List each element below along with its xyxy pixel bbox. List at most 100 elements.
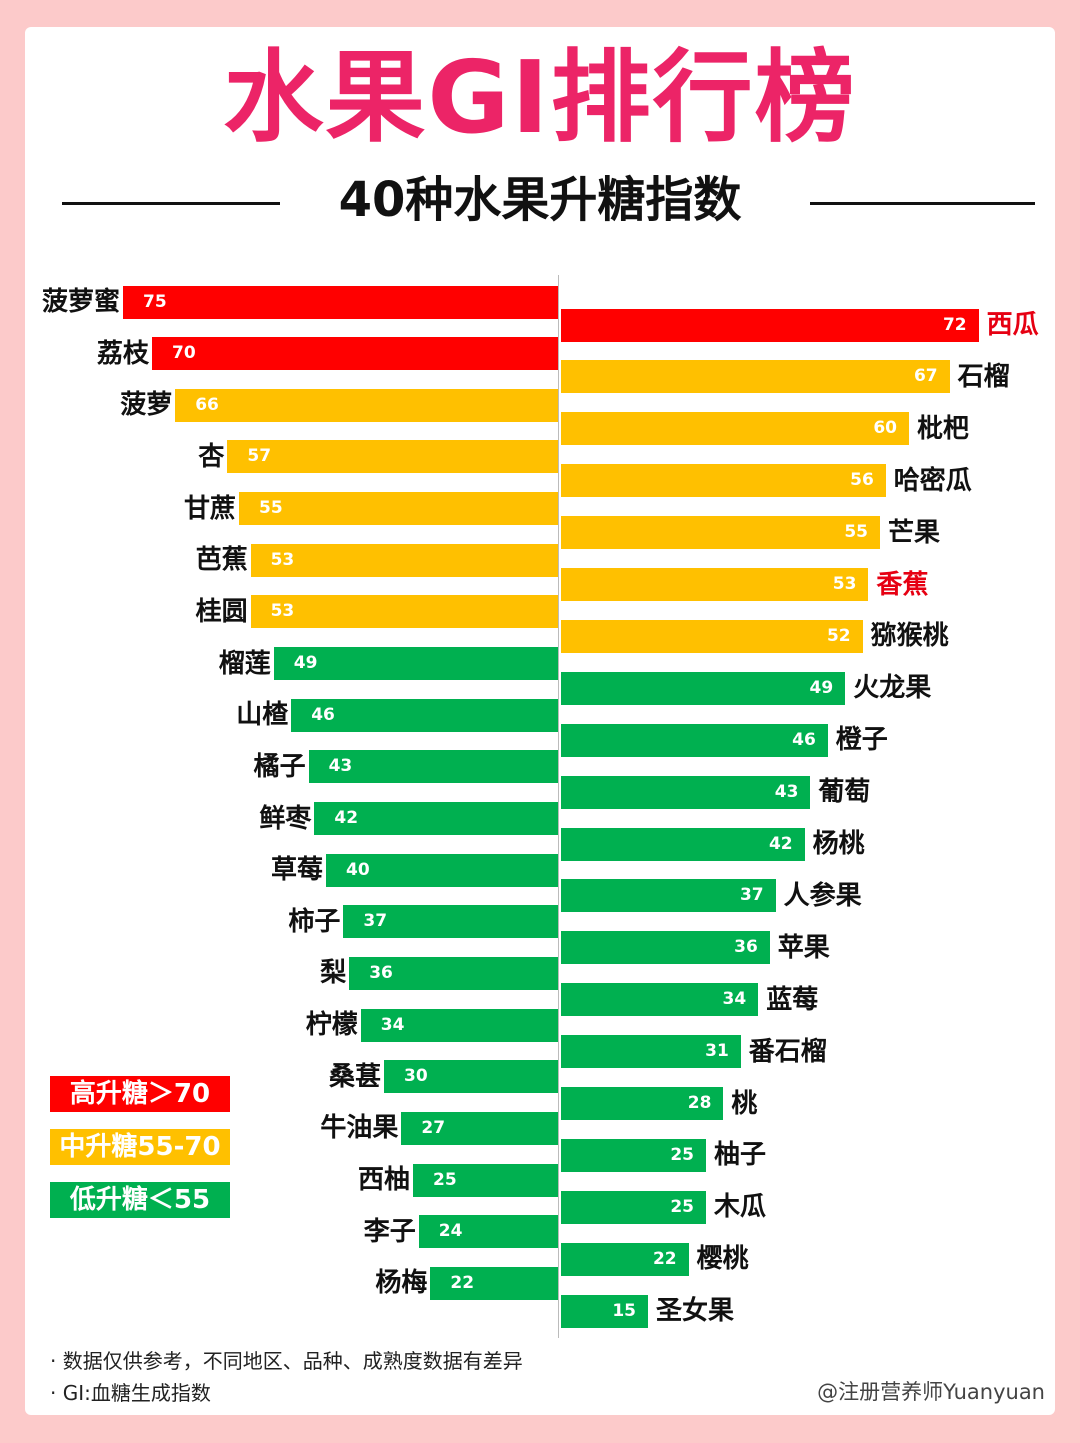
category-label: 柠檬 (305, 1010, 358, 1041)
bar-right (561, 775, 811, 809)
value-label: 25 (670, 1196, 694, 1217)
bar-right (561, 1138, 706, 1172)
bar-right (561, 1190, 706, 1224)
value-label: 34 (380, 1014, 405, 1035)
category-label: 橘子 (253, 751, 306, 782)
bar-left (430, 1266, 558, 1300)
value-label: 24 (438, 1221, 463, 1242)
bar-right (561, 464, 886, 498)
category-label: 桃 (731, 1088, 758, 1119)
value-label: 42 (334, 808, 359, 828)
category-label: 菠萝蜜 (41, 287, 120, 317)
value-label: 49 (809, 677, 834, 698)
bar-right (561, 723, 828, 757)
bar-right (561, 1035, 741, 1069)
value-label: 36 (369, 962, 393, 983)
value-label: 70 (172, 343, 196, 364)
category-label: 圣女果 (656, 1296, 735, 1327)
bar-left (413, 1163, 558, 1197)
category-label: 牛油果 (320, 1113, 399, 1144)
divider-right (810, 202, 1035, 205)
bar-right (561, 931, 770, 965)
value-label: 72 (942, 314, 967, 335)
category-label: 草莓 (270, 855, 323, 886)
category-label: 橙子 (835, 725, 888, 756)
bar-left (384, 1060, 558, 1094)
subtitle: 40种水果升糖指数 (338, 172, 742, 228)
bar-left (308, 750, 558, 784)
center-axis (558, 275, 559, 1338)
bar-left (291, 698, 558, 732)
note-disclaimer: · 数据仅供参考，不同地区、品种、成熟度数据有差异 (50, 1349, 523, 1373)
category-label: 桂圆 (195, 596, 248, 627)
value-label: 53 (832, 574, 857, 594)
value-label: 25 (433, 1169, 457, 1190)
bar-left (239, 492, 558, 526)
category-label: 杨桃 (812, 829, 865, 859)
value-label: 53 (270, 601, 295, 622)
category-label: 芒果 (888, 517, 941, 548)
value-label: 56 (850, 470, 874, 491)
category-label: 荔枝 (96, 338, 149, 369)
bar-right (561, 360, 950, 394)
value-label: 57 (247, 446, 272, 467)
value-label: 22 (652, 1248, 677, 1269)
category-label: 哈密瓜 (893, 465, 972, 496)
bar-right (561, 671, 846, 705)
category-label: 榴莲 (218, 648, 271, 679)
category-label: 香蕉 (876, 569, 929, 600)
category-label: 柿子 (288, 906, 341, 937)
bar-left (349, 956, 558, 990)
category-label: 西瓜 (986, 310, 1039, 340)
bar-right (561, 1294, 648, 1328)
value-label: 53 (270, 549, 295, 570)
category-label: 番石榴 (748, 1036, 827, 1067)
category-label: 蓝莓 (766, 984, 819, 1015)
value-label: 34 (722, 989, 747, 1010)
author-credit: @注册营养师Yuanyuan (817, 1380, 1045, 1404)
bar-left (326, 853, 558, 887)
bar-left (123, 285, 558, 319)
category-label: 菠萝 (120, 390, 173, 421)
bar-right (561, 308, 979, 342)
bar-right (561, 1087, 724, 1120)
value-label: 46 (311, 704, 335, 725)
bar-left (314, 802, 558, 835)
value-label: 49 (293, 653, 318, 674)
bar-right (561, 619, 863, 653)
value-label: 42 (768, 833, 793, 854)
value-label: 43 (774, 781, 799, 802)
category-label: 甘蔗 (183, 493, 236, 524)
category-label: 梨 (320, 958, 347, 989)
category-label: 樱桃 (696, 1244, 749, 1275)
bar-left (418, 1215, 558, 1249)
value-label: 37 (363, 911, 388, 932)
category-label: 人参果 (783, 880, 862, 911)
divider-left (62, 202, 280, 205)
category-label: 杨梅 (375, 1268, 428, 1299)
value-label: 43 (328, 756, 353, 777)
value-label: 25 (670, 1144, 694, 1165)
bar-right (561, 412, 909, 446)
value-label: 40 (346, 859, 370, 880)
category-label: 石榴 (957, 361, 1010, 392)
category-label: 桑葚 (328, 1061, 381, 1092)
value-label: 55 (844, 522, 868, 543)
value-label: 66 (195, 394, 219, 415)
note-gi-definition: · GI:血糖生成指数 (50, 1381, 211, 1405)
bar-right (561, 827, 805, 861)
legend-mid: 中升糖55-70 (50, 1129, 230, 1165)
value-label: 67 (913, 366, 938, 387)
bar-left (401, 1111, 558, 1145)
value-label: 55 (259, 498, 283, 519)
value-label: 27 (421, 1117, 446, 1138)
bar-left (152, 337, 558, 371)
value-label: 52 (826, 625, 851, 646)
bar-right (561, 879, 776, 913)
category-label: 葡萄 (818, 777, 871, 808)
bar-left (227, 440, 558, 474)
category-label: 柚子 (714, 1140, 767, 1171)
bar-right (561, 983, 759, 1017)
category-label: 山楂 (236, 700, 289, 731)
page-title: 水果GI排行榜 (223, 39, 857, 156)
